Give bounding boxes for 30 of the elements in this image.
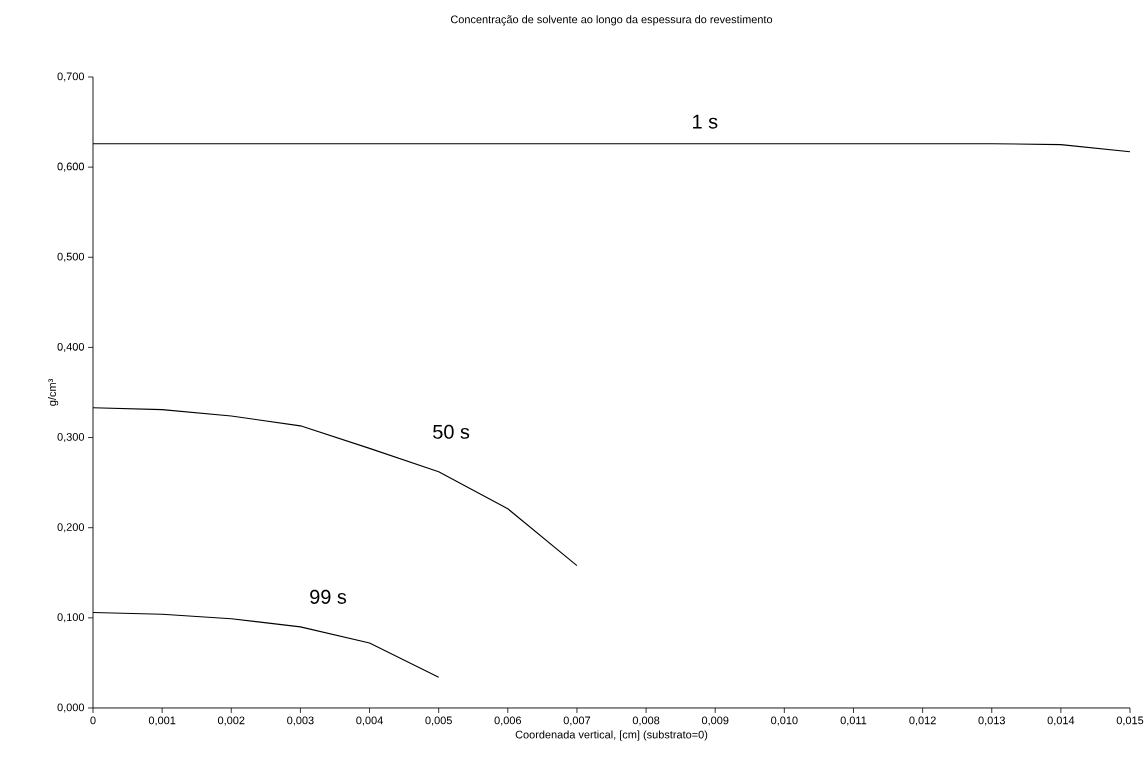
x-tick-label: 0,011	[840, 716, 867, 726]
y-tick-label: 0,300	[57, 433, 85, 443]
y-tick-label: 0,200	[57, 523, 85, 533]
x-tick-label: 0,015	[1116, 716, 1144, 726]
x-tick-label: 0,001	[148, 716, 176, 726]
y-tick-label: 0,400	[57, 342, 85, 352]
x-tick-label: 0,008	[632, 716, 660, 726]
x-tick-label: 0,009	[701, 716, 729, 726]
x-tick-label: 0,014	[1047, 716, 1075, 726]
x-tick-label: 0,004	[356, 716, 383, 726]
series-label: 1 s	[693, 114, 718, 129]
series-label: 99 s	[310, 589, 347, 604]
y-tick-label: 0,700	[57, 72, 85, 82]
x-axis-title: Coordenada vertical, [cm] (substrato=0)	[515, 730, 708, 741]
series-label: 50 s	[433, 424, 470, 439]
x-tick-label: 0,010	[771, 716, 798, 726]
y-tick-label: 0,600	[57, 162, 85, 172]
x-tick-label: 0,003	[287, 716, 314, 726]
x-tick-label: 0	[90, 716, 96, 725]
y-tick-label: 0,500	[57, 252, 85, 262]
x-tick-label: 0,006	[494, 716, 522, 726]
y-tick-label: 0,100	[57, 613, 85, 623]
x-tick-label: 0,013	[978, 716, 1005, 726]
x-tick-label: 0,005	[425, 716, 452, 726]
y-tick-label: 0,000	[57, 703, 85, 713]
x-tick-label: 0,007	[563, 716, 591, 726]
x-tick-label: 0,012	[909, 716, 936, 726]
x-tick-label: 0,002	[217, 716, 245, 726]
chart-title: Concentração de solvente ao longo da espessura do revestimento	[450, 15, 773, 26]
y-axis-title: g/cm³	[48, 379, 59, 406]
